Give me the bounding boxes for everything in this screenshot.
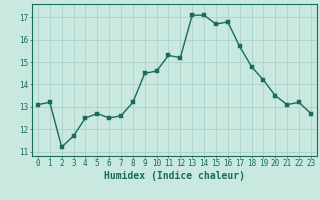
X-axis label: Humidex (Indice chaleur): Humidex (Indice chaleur)	[104, 171, 245, 181]
